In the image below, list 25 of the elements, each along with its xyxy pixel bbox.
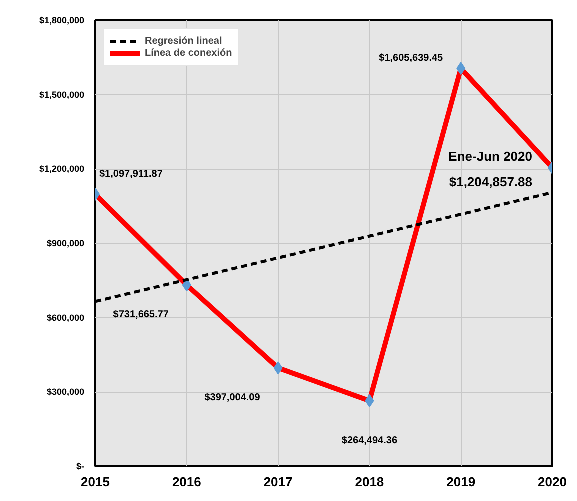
data-label: $1,204,857.88 — [449, 174, 533, 190]
x-tick-label: 2019 — [446, 474, 476, 490]
x-tick-label: 2015 — [81, 474, 110, 490]
legend-label: Regresión lineal — [145, 35, 222, 47]
data-label: $264,494.36 — [342, 435, 398, 446]
data-label: $731,665.77 — [113, 310, 170, 321]
y-tick-label: $- — [76, 462, 85, 472]
y-tick-label: $600,000 — [46, 312, 85, 323]
point — [365, 394, 374, 408]
x-tick-label: 2016 — [172, 474, 202, 490]
data-label: $397,004.09 — [204, 392, 261, 404]
legend-label: Línea de conexión — [145, 47, 232, 59]
y-tick-label: $1,200,000 — [39, 164, 85, 174]
point — [274, 362, 283, 375]
data-label: $1,097,911.87 — [100, 168, 164, 180]
data-label: $1,605,639.45 — [379, 53, 444, 64]
point — [456, 62, 466, 76]
x-tick-label: 2018 — [355, 474, 384, 490]
y-tick-label: $300,000 — [46, 387, 85, 398]
x-tick-label: 2020 — [538, 474, 567, 490]
y-tick-label: $1,500,000 — [39, 90, 85, 100]
y-tick-label: $1,800,000 — [39, 16, 85, 26]
y-tick-label: $900,000 — [46, 238, 85, 248]
annotation: Ene-Jun 2020 — [448, 148, 533, 164]
x-tick-label: 2017 — [264, 474, 293, 490]
